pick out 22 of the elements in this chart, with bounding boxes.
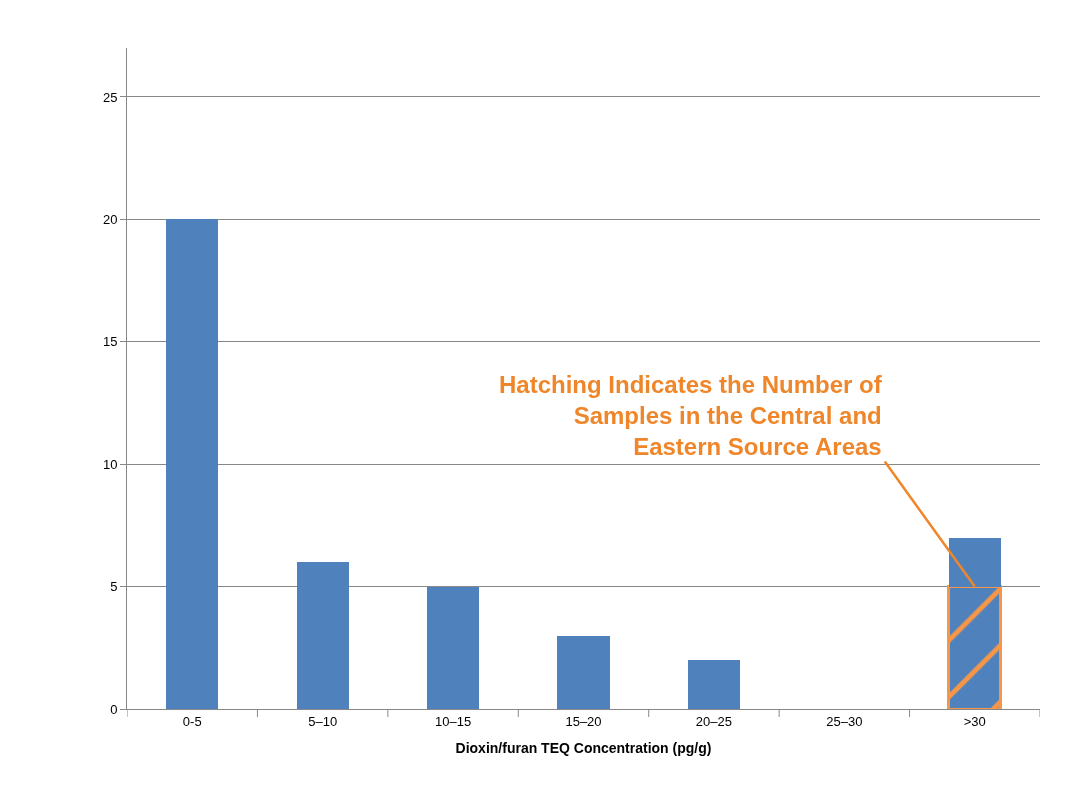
x-tick-label: 20–25	[695, 713, 733, 729]
y-tick-label: 15	[102, 334, 118, 350]
x-tick-label: 10–15	[434, 713, 472, 729]
bar	[948, 537, 1001, 587]
bar	[557, 635, 610, 709]
x-tick-label: 25–30	[826, 713, 863, 729]
annotation: Hatching Indicates the Number of Samples in the Central and Eastern Source Areas	[499, 371, 883, 461]
bar	[947, 585, 1003, 709]
x-axis-title: Dioxin/furan TEQ Concentration (pg/g)	[455, 739, 712, 756]
x-tick-label: >30	[963, 713, 986, 729]
bar	[296, 562, 349, 709]
y-tick-label: 10	[102, 456, 118, 472]
y-tick-label: 5	[110, 579, 118, 595]
x-tick-label: 15–20	[565, 713, 602, 729]
bar	[426, 586, 480, 709]
y-tick-label: 25	[102, 89, 118, 105]
y-tick-label: 20	[102, 211, 118, 227]
bar	[687, 660, 741, 709]
y-tick-label: 0	[110, 701, 118, 717]
bar	[166, 219, 219, 709]
x-tick-label: 0-5	[182, 713, 202, 729]
x-tick-label: 5–10	[308, 713, 338, 729]
